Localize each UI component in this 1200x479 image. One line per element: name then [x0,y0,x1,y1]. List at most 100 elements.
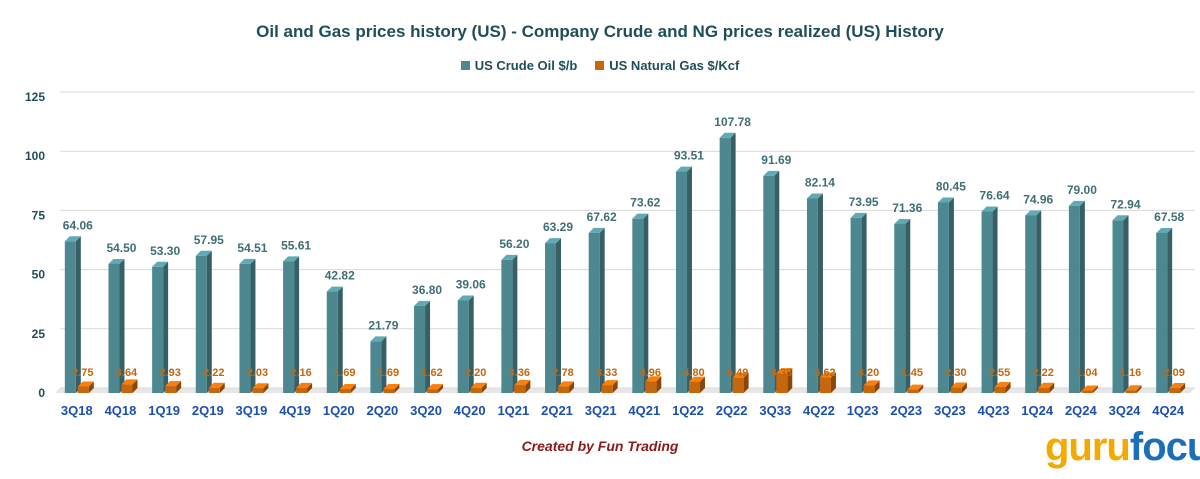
data-label-gas: 1.62 [421,367,442,379]
bar-gas [1125,390,1137,393]
bar-gas-side [830,372,836,393]
bar-oil-top [1156,227,1173,233]
data-label-oil: 39.06 [456,278,486,292]
data-label-gas: 1.69 [334,367,355,379]
bar-gas-top [121,379,138,385]
legend-item-gas: US Natural Gas $/Kcf [595,58,739,73]
y-tick-label: 75 [32,208,46,222]
bar-oil-top [1068,200,1085,206]
x-tick-label: 3Q21 [585,403,617,418]
bar-gas-side [350,383,356,393]
bar-gas [950,387,962,393]
bar-gas [339,388,351,393]
bar-gas-side [1136,385,1142,393]
bar-oil-side [206,250,212,393]
bar-gas-side [699,376,705,393]
logo-focus: focus [1129,425,1200,469]
bar-gas-side [569,381,575,393]
bar-gas-side [525,380,531,393]
bar-gas [208,387,220,393]
x-tick-label: 2Q23 [890,403,922,418]
x-tick-label: 4Q24 [1152,403,1185,418]
data-label-oil: 63.29 [543,220,573,234]
bar-oil [501,259,513,393]
bar-oil-side [992,206,998,393]
data-label-oil: 64.06 [63,218,93,232]
data-label-gas: 3.33 [596,367,617,379]
bar-gas [776,373,788,393]
data-label-gas: 4.96 [640,367,661,379]
bar-gas [470,387,482,393]
credit-text: Created by Fun Trading [521,438,679,454]
bar-gas [601,385,613,393]
legend: US Crude Oil $/b US Natural Gas $/Kcf [0,58,1200,73]
bar-gas [907,389,919,393]
bar-gas-top [470,382,487,388]
bar-gas [994,386,1006,393]
bar-oil-side [1079,200,1085,393]
y-tick-label: 50 [32,268,46,282]
data-label-oil: 54.50 [106,241,136,255]
bar-gas-top [645,376,662,382]
bar-oil [806,198,818,393]
data-label-oil: 91.69 [761,153,791,167]
bar-oil [370,341,382,393]
bar-gas-top [514,380,531,386]
bar-oil [283,261,295,393]
bar-gas-side [307,382,313,393]
data-label-gas: 3.20 [858,367,879,379]
x-tick-label: 3Q24 [1109,403,1142,418]
bar-oil-side [75,236,81,393]
x-tick-label: 4Q19 [279,403,311,418]
bar-oil-side [643,213,649,393]
bar-oil-side [686,166,692,393]
bar-oil-side [774,170,780,393]
data-label-oil: 107.78 [714,115,751,129]
bar-gas-side [1092,385,1098,393]
bar-oil-side [250,258,256,393]
bar-gas [77,386,89,393]
y-tick-label: 100 [25,149,45,163]
bar-oil-side [337,286,343,393]
data-label-oil: 57.95 [194,233,224,247]
data-label-gas: 2.78 [552,367,573,379]
bar-oil-side [861,212,867,393]
legend-swatch-oil [460,61,470,70]
data-label-oil: 21.79 [368,318,398,332]
bar-oil-top [937,197,954,203]
data-label-oil: 42.82 [325,269,355,283]
data-label-gas: 2.22 [203,367,224,379]
chart-floor [55,388,1195,393]
bar-oil-side [294,256,300,393]
y-tick-label: 0 [38,386,45,400]
data-label-oil: 82.14 [805,175,835,189]
bar-oil-top [981,206,998,212]
data-label-oil: 71.36 [892,201,922,215]
bar-oil [588,232,600,393]
bar-gas-side [1180,383,1186,393]
bar-oil [239,263,251,393]
y-tick-label: 25 [32,327,46,341]
bar-gas [645,381,657,393]
bar-gas [1081,390,1093,393]
bar-gas-side [88,381,94,393]
y-tick-label: 125 [25,90,45,104]
x-tick-label: 4Q18 [105,403,137,418]
bar-gas-top [950,382,967,388]
bar-gas-side [656,376,662,393]
bar-oil-top [675,166,692,172]
x-tick-label: 1Q22 [672,403,704,418]
bar-oil [108,263,120,393]
bar-oil-top [414,300,431,306]
chart-title: Oil and Gas prices history (US) - Compan… [256,22,944,41]
bar-gas-top [1081,385,1098,391]
bar-gas-side [481,382,487,393]
data-label-gas: 2.22 [1033,367,1054,379]
bar-oil-top [195,250,212,256]
data-label-oil: 72.94 [1111,197,1141,211]
bar-oil-side [119,258,125,393]
x-tick-label: 4Q21 [628,403,660,418]
bar-oil-side [556,238,562,393]
bar-gas [121,384,133,393]
bar-gas-side [961,382,967,393]
